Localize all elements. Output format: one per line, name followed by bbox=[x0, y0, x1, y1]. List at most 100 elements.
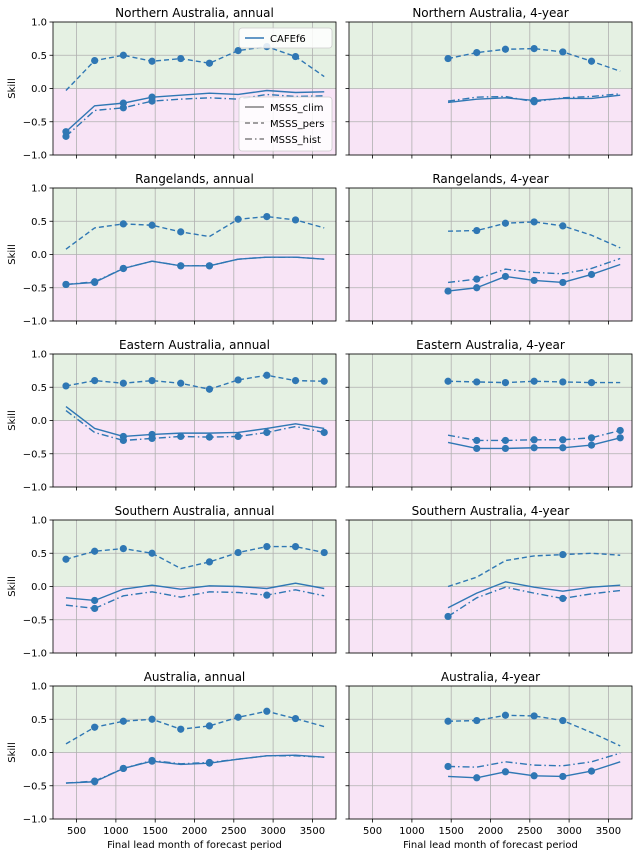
y-axis-label: Skill bbox=[7, 244, 18, 264]
series-line-msss-pers bbox=[65, 710, 325, 745]
data-point-msss-pers bbox=[291, 543, 300, 551]
x-tick-label: 1500 bbox=[142, 826, 167, 837]
series-line-msss-hist bbox=[65, 589, 325, 610]
data-point-msss-pers bbox=[263, 371, 271, 379]
data-point-msss-pers bbox=[473, 378, 481, 386]
data-point-msss-pers bbox=[177, 725, 185, 733]
data-point-msss-clim bbox=[559, 444, 567, 452]
data-point-msss-pers bbox=[501, 45, 510, 53]
data-point-msss-pers bbox=[263, 707, 271, 715]
data-point-msss-pers bbox=[148, 377, 156, 385]
series-line-msss-pers bbox=[65, 45, 325, 91]
data-point-msss-hist bbox=[559, 594, 567, 603]
x-axis-label: Final lead month of forecast period bbox=[403, 840, 578, 851]
data-point-msss-pers bbox=[119, 51, 127, 59]
data-point-msss-pers bbox=[263, 543, 271, 551]
data-point-msss-hist bbox=[62, 132, 70, 140]
series-line-msss-hist bbox=[65, 256, 325, 286]
data-point-msss-pers bbox=[205, 722, 214, 730]
data-point-msss-hist bbox=[263, 591, 271, 599]
subplot-1: 1.0 0.5 0.0 −0.5 −1.0 Skill Northern Australia… bbox=[7, 6, 337, 162]
data-point-msss-pers bbox=[559, 716, 567, 725]
data-point-msss-pers bbox=[473, 226, 481, 235]
y-tick-label: −0.5 bbox=[23, 283, 47, 294]
data-point-msss-pers bbox=[559, 550, 567, 559]
data-point-msss-pers bbox=[444, 717, 452, 725]
data-point-msss-clim bbox=[587, 767, 596, 775]
x-tick-label: 500 bbox=[363, 826, 382, 837]
data-point-msss-hist bbox=[530, 436, 538, 444]
series-line-msss-clim bbox=[65, 582, 325, 602]
series-line-msss-pers bbox=[65, 545, 325, 570]
subplot-title: Southern Australia, 4-year bbox=[412, 504, 570, 518]
y-axis-label: Skill bbox=[7, 742, 18, 762]
data-point-msss-clim bbox=[530, 772, 538, 780]
data-point-msss-pers bbox=[91, 547, 99, 555]
subplot-8: Southern Australia, 4-year bbox=[345, 504, 633, 657]
legend-label: MSSS_clim bbox=[270, 103, 323, 114]
y-tick-label: 0.0 bbox=[31, 416, 47, 427]
data-point-msss-pers bbox=[559, 222, 567, 230]
data-point-msss-pers bbox=[234, 215, 242, 223]
data-point-msss-clim bbox=[501, 444, 510, 453]
data-point-msss-pers bbox=[263, 212, 271, 221]
data-point-msss-clim bbox=[587, 270, 596, 279]
y-tick-label: −0.5 bbox=[23, 781, 47, 792]
data-point-msss-pers bbox=[501, 378, 510, 387]
subplot-2: Northern Australia, 4-year bbox=[345, 6, 633, 159]
data-point-msss-hist bbox=[473, 275, 481, 283]
legend-bottom: MSSS_clim MSSS_pers MSSS_hist bbox=[238, 96, 333, 152]
data-point-msss-clim bbox=[616, 434, 624, 442]
y-tick-label: 0.0 bbox=[31, 748, 47, 759]
x-tick-label: 2500 bbox=[221, 826, 246, 837]
x-tick-label: 2000 bbox=[182, 826, 207, 837]
data-point-msss-clim bbox=[530, 276, 538, 285]
data-point-msss-pers bbox=[177, 228, 185, 236]
y-axis-label: Skill bbox=[7, 78, 18, 98]
legend-label: MSSS_hist bbox=[270, 135, 321, 146]
subplot-title: Eastern Australia, 4-year bbox=[416, 338, 565, 352]
subplot-title: Southern Australia, annual bbox=[115, 504, 275, 518]
subplot-title: Australia, annual bbox=[144, 670, 246, 684]
data-point-msss-hist bbox=[444, 762, 452, 771]
data-point-msss-hist bbox=[205, 262, 214, 270]
data-point-msss-pers bbox=[444, 54, 452, 63]
subplot-5: 1.0 0.5 0.0 −0.5 −1.0 Skill Eastern Australia,… bbox=[7, 338, 337, 494]
data-point-msss-pers bbox=[320, 548, 328, 557]
data-point-msss-hist bbox=[62, 280, 70, 289]
legend-label: MSSS_pers bbox=[270, 119, 325, 130]
x-tick-label: 500 bbox=[67, 826, 86, 837]
y-tick-label: 1.0 bbox=[31, 682, 47, 693]
data-point-msss-pers bbox=[205, 385, 214, 393]
y-axis-label: Skill bbox=[7, 576, 18, 596]
subplot-title: Australia, 4-year bbox=[441, 670, 540, 684]
subplot-title: Eastern Australia, annual bbox=[119, 338, 270, 352]
series-line-msss-hist bbox=[447, 586, 621, 618]
subplot-6: Eastern Australia, 4-year bbox=[345, 338, 633, 491]
subplot-10: 500 1000 1500 2000 2500 3000 3500 Final lead mo… bbox=[345, 670, 633, 851]
y-tick-label: −1.0 bbox=[23, 317, 47, 328]
data-point-msss-pers bbox=[119, 717, 127, 725]
data-point-msss-pers bbox=[291, 216, 300, 224]
data-point-msss-pers bbox=[587, 57, 596, 65]
subplot-title: Rangelands, annual bbox=[135, 172, 254, 186]
y-tick-label: −0.5 bbox=[23, 615, 47, 626]
data-point-msss-hist bbox=[119, 764, 127, 773]
x-tick-label: 1000 bbox=[103, 826, 128, 837]
series-line-msss-pers bbox=[447, 552, 621, 588]
data-point-msss-pers bbox=[291, 714, 300, 723]
data-point-msss-pers bbox=[119, 379, 127, 387]
legend-top-box bbox=[238, 27, 333, 49]
data-point-msss-pers bbox=[473, 48, 481, 57]
data-point-msss-pers bbox=[91, 723, 99, 731]
data-point-msss-clim bbox=[473, 774, 481, 782]
data-point-msss-hist bbox=[444, 612, 452, 621]
series-line-msss-hist bbox=[447, 257, 621, 284]
data-point-msss-pers bbox=[148, 549, 156, 557]
data-point-msss-pers bbox=[62, 382, 70, 390]
y-tick-label: 0.5 bbox=[31, 549, 47, 560]
data-point-msss-hist bbox=[177, 262, 185, 270]
data-point-msss-pers bbox=[530, 377, 538, 385]
data-point-msss-hist bbox=[530, 98, 538, 106]
x-axis-label: Final lead month of forecast period bbox=[107, 840, 282, 851]
